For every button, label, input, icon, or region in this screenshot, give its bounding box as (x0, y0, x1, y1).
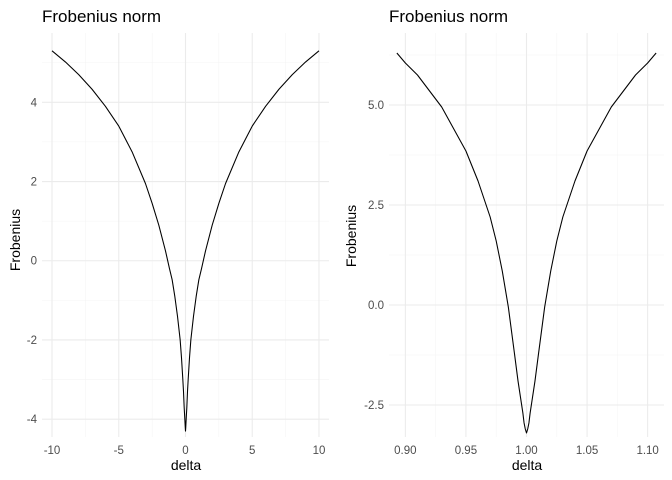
right-x-tick-label: 0.90 (394, 445, 416, 457)
right-x-tick-label: 1.00 (515, 445, 537, 457)
left-ticks: -10 -5 0 5 10 -4 -2 0 2 4 (27, 97, 326, 457)
left-y-tick-label: 2 (31, 177, 37, 189)
right-y-tick-label: -2.5 (364, 400, 384, 412)
right-y-tick-label: 5.0 (368, 100, 384, 112)
right-y-axis-label: Frobenius (343, 205, 359, 267)
right-y-tick-label: 0.0 (368, 300, 384, 312)
right-y-tick-label: 2.5 (368, 200, 384, 212)
right-ticks: 0.90 0.95 1.00 1.05 1.10 -2.5 0.0 2.5 5.0 (364, 100, 659, 457)
right-x-tick-label: 1.05 (576, 445, 598, 457)
right-x-axis-label: delta (512, 457, 543, 473)
left-y-tick-label: -2 (27, 335, 37, 347)
left-x-axis-label: delta (171, 457, 202, 473)
right-x-tick-label: 1.10 (636, 445, 658, 457)
left-y-tick-label: 4 (31, 97, 38, 109)
left-grid (42, 33, 329, 437)
right-x-tick-label: 0.95 (455, 445, 477, 457)
left-y-axis-label: Frobenius (7, 209, 23, 271)
left-x-tick-label: 10 (313, 445, 326, 457)
right-grid (389, 33, 664, 437)
left-panel: Frobenius norm delta Frobenius -10 -5 0 5 10… (7, 7, 329, 473)
left-chart-title: Frobenius norm (42, 7, 161, 26)
right-panel: Frobenius norm delta Frobenius 0.90 0.95 1… (343, 7, 664, 473)
left-x-tick-label: -10 (44, 445, 61, 457)
right-frobenius-line (396, 52, 657, 434)
left-y-tick-label: 0 (31, 256, 37, 268)
left-frobenius-line (51, 50, 320, 432)
left-x-tick-label: -5 (114, 445, 124, 457)
right-series (396, 52, 657, 434)
left-series (51, 50, 320, 432)
left-x-tick-label: 5 (249, 445, 255, 457)
right-chart-title: Frobenius norm (389, 7, 508, 26)
left-x-tick-label: 0 (182, 445, 188, 457)
left-y-tick-label: -4 (27, 414, 38, 426)
